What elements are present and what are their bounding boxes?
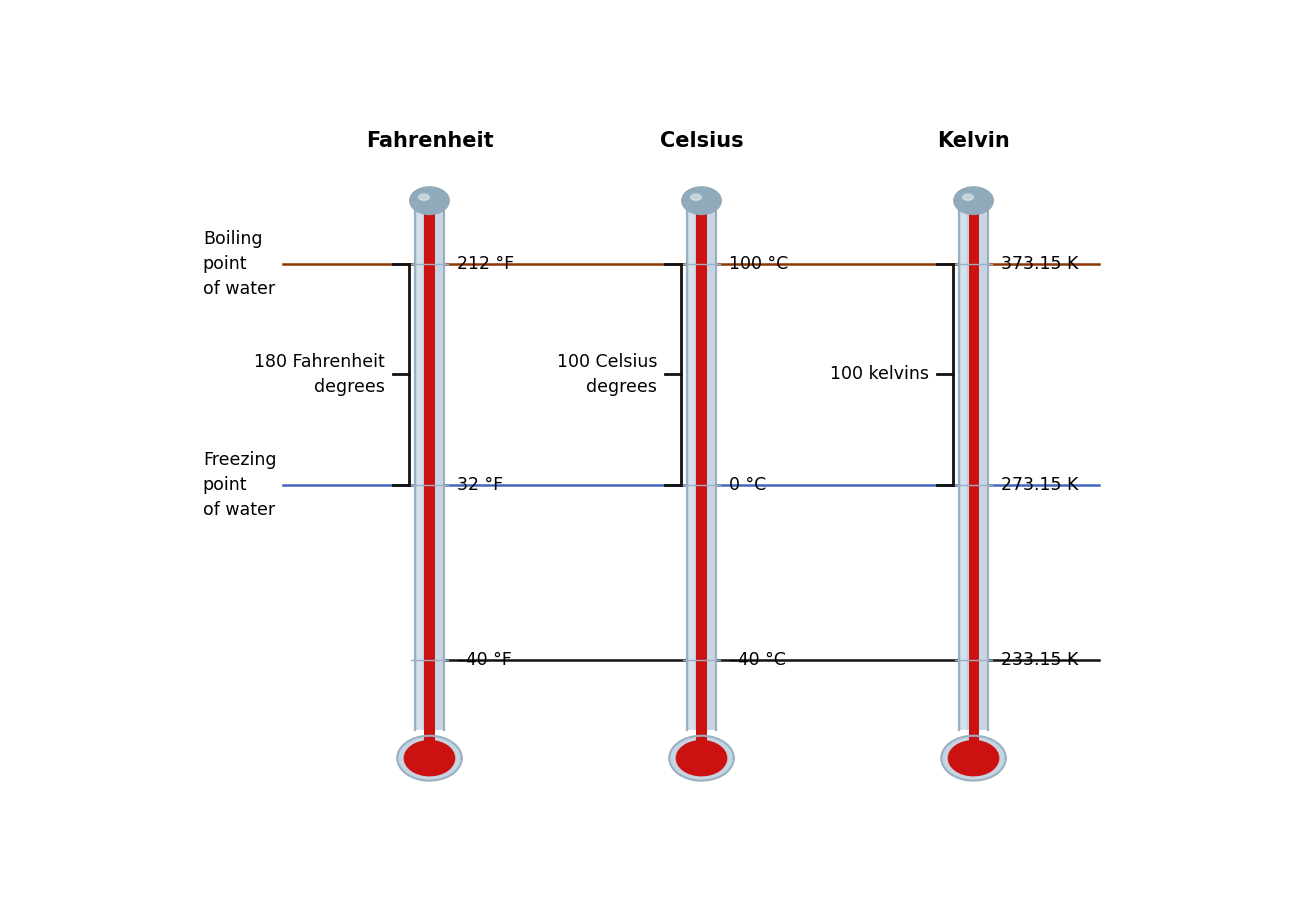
Circle shape <box>404 741 455 775</box>
Text: –40 °C: –40 °C <box>729 651 785 669</box>
Text: Kelvin: Kelvin <box>937 131 1010 151</box>
Bar <box>417 208 422 730</box>
Text: 0 °C: 0 °C <box>729 476 766 494</box>
Text: –40 °F: –40 °F <box>456 651 511 669</box>
Circle shape <box>410 187 450 214</box>
Bar <box>424 200 434 737</box>
Text: 100 kelvins: 100 kelvins <box>831 365 930 384</box>
Bar <box>959 208 988 730</box>
Bar <box>424 204 434 758</box>
Text: Freezing
point
of water: Freezing point of water <box>203 451 277 518</box>
Text: Celsius: Celsius <box>659 131 744 151</box>
Bar <box>697 204 707 758</box>
Bar <box>959 203 988 211</box>
Text: Boiling
point
of water: Boiling point of water <box>203 230 274 298</box>
Circle shape <box>398 736 462 781</box>
Bar <box>697 200 707 737</box>
Ellipse shape <box>419 194 429 200</box>
Circle shape <box>949 741 998 775</box>
Bar <box>416 203 443 211</box>
Ellipse shape <box>962 194 974 200</box>
Circle shape <box>676 741 727 775</box>
Text: 100 Celsius
degrees: 100 Celsius degrees <box>556 353 658 395</box>
Text: 180 Fahrenheit
degrees: 180 Fahrenheit degrees <box>255 353 385 395</box>
Bar <box>968 204 979 758</box>
Text: 32 °F: 32 °F <box>456 476 503 494</box>
Ellipse shape <box>690 194 702 200</box>
Bar <box>416 208 443 730</box>
Circle shape <box>941 736 1006 781</box>
Bar <box>968 200 979 737</box>
Bar <box>688 203 715 211</box>
Bar <box>962 208 966 730</box>
Text: 373.15 K: 373.15 K <box>1001 255 1078 272</box>
Text: 100 °C: 100 °C <box>729 255 788 272</box>
Text: 273.15 K: 273.15 K <box>1001 476 1078 494</box>
Circle shape <box>681 187 722 214</box>
Text: Fahrenheit: Fahrenheit <box>365 131 493 151</box>
Text: 212 °F: 212 °F <box>456 255 514 272</box>
Circle shape <box>670 736 733 781</box>
Bar <box>689 208 694 730</box>
Text: 233.15 K: 233.15 K <box>1001 651 1078 669</box>
Bar <box>688 208 715 730</box>
Circle shape <box>954 187 993 214</box>
